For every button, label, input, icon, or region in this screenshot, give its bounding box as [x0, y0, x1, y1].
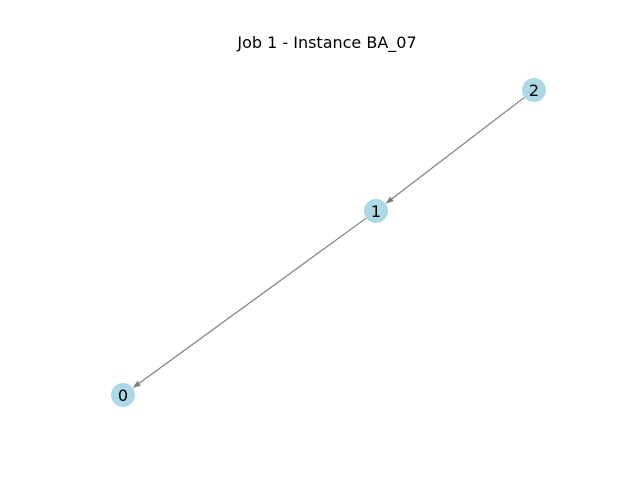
edge-line [388, 96, 525, 202]
diagram-title: Job 1 - Instance BA_07 [237, 33, 417, 52]
node-2: 2 [522, 78, 546, 102]
node-circle [522, 78, 546, 102]
edges-layer [132, 96, 525, 388]
edge-line [135, 217, 367, 387]
arrowhead-icon [132, 380, 141, 388]
node-label: 0 [118, 386, 128, 405]
node-circle [111, 383, 135, 407]
node-0: 0 [111, 383, 135, 407]
node-label: 1 [371, 202, 381, 221]
edge-1-to-0 [132, 217, 367, 388]
arrowhead-icon [385, 196, 394, 204]
node-circle [364, 199, 388, 223]
nodes-layer: 0 1 2 [111, 78, 546, 407]
node-1: 1 [364, 199, 388, 223]
node-label: 2 [529, 81, 539, 100]
edge-2-to-1 [385, 96, 525, 204]
